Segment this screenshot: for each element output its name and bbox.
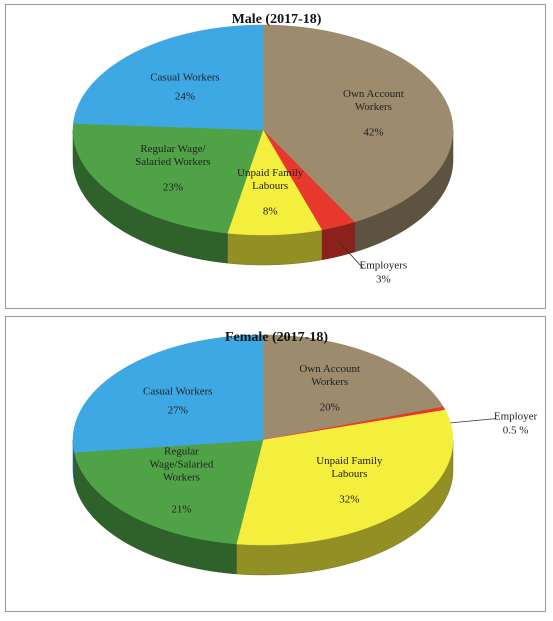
value-label: 42% bbox=[363, 126, 384, 139]
chart-title: Male (2017-18) bbox=[231, 12, 322, 27]
value-label: 24% bbox=[174, 90, 196, 103]
slice-label: Casual Workers bbox=[143, 385, 213, 398]
value-label: 21% bbox=[171, 503, 192, 516]
value-label: 32% bbox=[339, 493, 360, 506]
slice bbox=[236, 409, 454, 546]
value-label: 8% bbox=[262, 205, 278, 218]
slice-label: Unpaid Family Labours bbox=[237, 166, 304, 192]
slice bbox=[72, 123, 264, 234]
slice-label: Casual Workers bbox=[150, 71, 220, 84]
value-label: 0.5 % bbox=[502, 424, 529, 437]
value-label: 20% bbox=[319, 401, 340, 414]
value-label: 3% bbox=[375, 273, 391, 286]
slice-label: Own Account Workers bbox=[343, 88, 404, 114]
slice bbox=[73, 24, 264, 131]
slice bbox=[262, 406, 446, 441]
slice bbox=[227, 129, 323, 236]
leader-line bbox=[444, 418, 496, 424]
leader-line bbox=[338, 241, 364, 269]
slice-label: Employer bbox=[493, 410, 538, 423]
slice bbox=[73, 439, 264, 545]
chart-panel bbox=[5, 4, 546, 309]
slice-label: Employers bbox=[359, 259, 408, 272]
slice bbox=[72, 334, 264, 453]
slice-label: Regular Wage/ Salaried Workers bbox=[135, 142, 211, 168]
slice-label: Regular Wage/Salaried Workers bbox=[149, 445, 214, 484]
slice-side bbox=[227, 229, 322, 266]
chart-panel bbox=[5, 316, 546, 612]
value-label: 27% bbox=[167, 404, 188, 417]
value-label: 23% bbox=[162, 181, 183, 194]
chart-title: Female (2017-18) bbox=[224, 330, 329, 345]
slice bbox=[262, 129, 356, 231]
slice bbox=[262, 24, 454, 223]
slice bbox=[262, 334, 444, 441]
slice-label: Own Account Workers bbox=[299, 362, 361, 388]
slice-label: Unpaid Family Labours bbox=[316, 455, 383, 481]
